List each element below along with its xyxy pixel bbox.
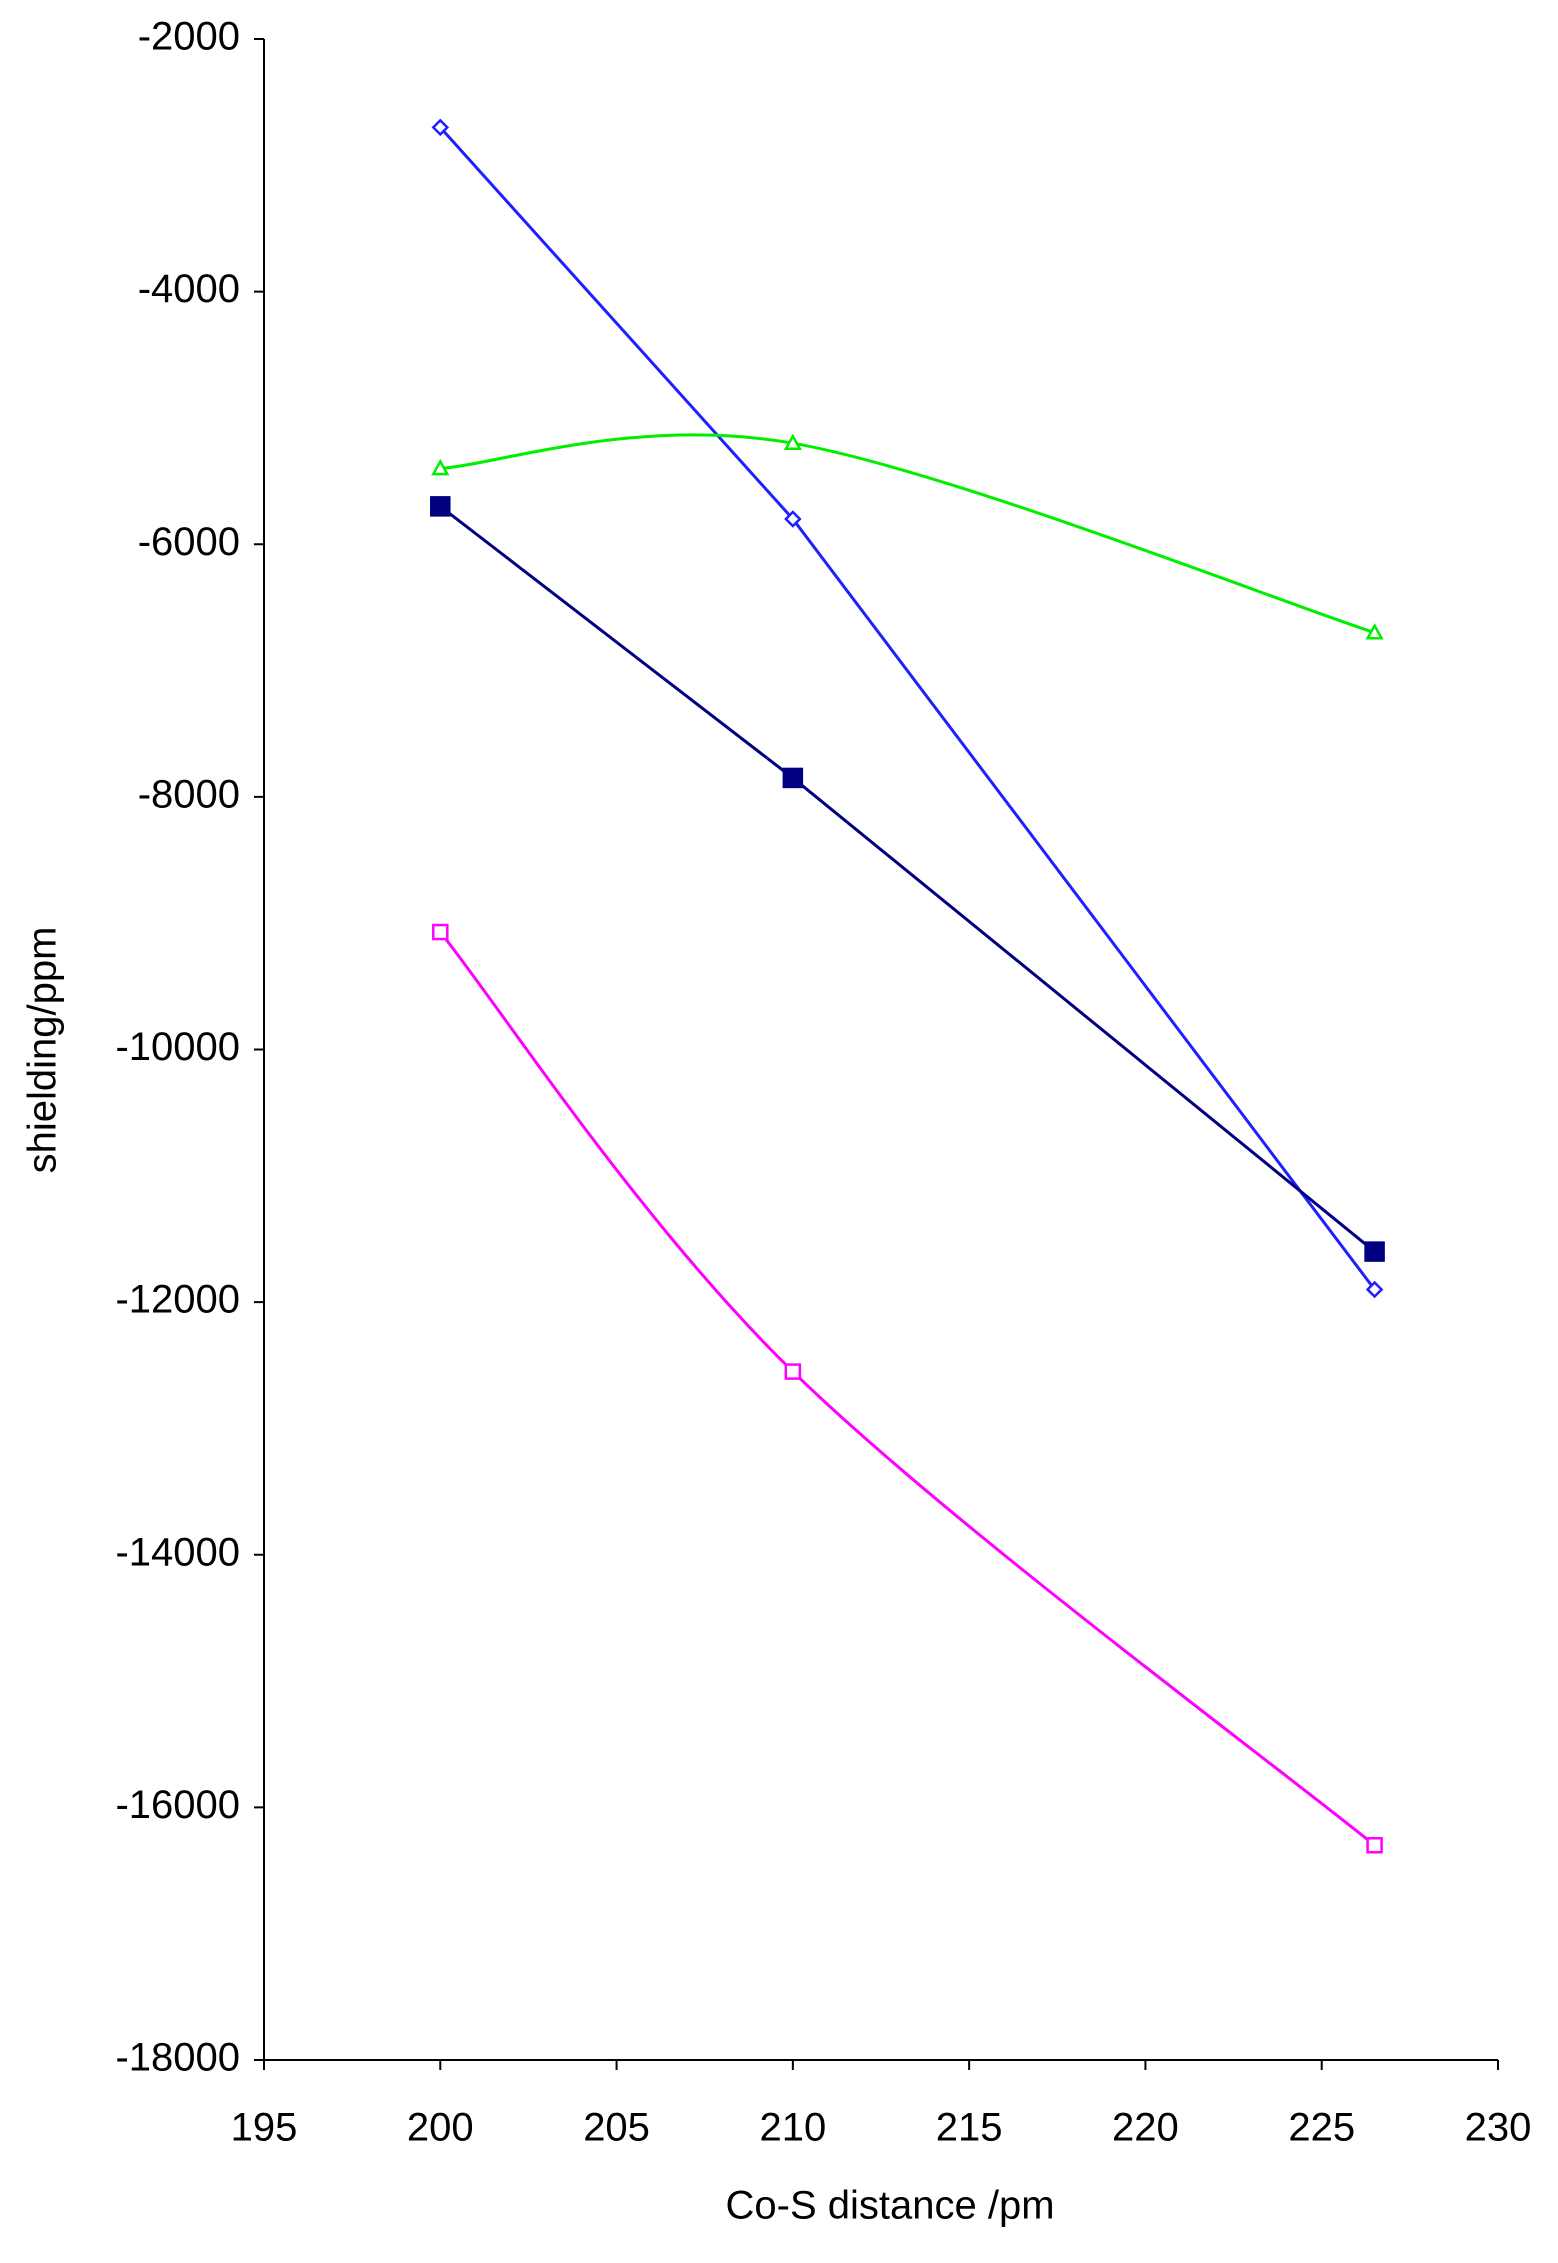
x-tick-label: 220 [1112, 2106, 1179, 2150]
x-axis-label: Co-S distance /pm [725, 2184, 1054, 2228]
marker [782, 767, 804, 789]
x-tick-label: 200 [407, 2106, 474, 2150]
x-tick-label: 230 [1465, 2106, 1532, 2150]
marker [1364, 1241, 1385, 1262]
marker [430, 496, 451, 517]
x-tick-label: 215 [936, 2106, 1003, 2150]
x-tick-label: 195 [231, 2106, 298, 2150]
y-tick-label: -4000 [138, 267, 240, 311]
y-tick-label: -14000 [115, 1530, 240, 1574]
y-tick-label: -18000 [115, 2036, 240, 2080]
y-tick-label: -10000 [115, 1025, 240, 1069]
y-tick-label: -16000 [115, 1783, 240, 1827]
x-tick-label: 205 [583, 2106, 650, 2150]
y-tick-label: -6000 [138, 520, 240, 564]
y-tick-label: -8000 [138, 772, 240, 816]
marker [1365, 1280, 1384, 1299]
marker [1366, 1837, 1383, 1854]
y-tick-label: -12000 [115, 1278, 240, 1322]
x-tick-label: 225 [1288, 2106, 1355, 2150]
series-line [440, 433, 1376, 635]
series-line [439, 505, 1376, 1253]
y-tick-label: -2000 [138, 15, 240, 59]
series-line [439, 126, 1376, 1291]
marker [1365, 623, 1384, 640]
marker [784, 1363, 802, 1380]
marker [432, 923, 449, 941]
series-line [439, 931, 1376, 1847]
marker [431, 118, 450, 137]
marker [431, 458, 450, 476]
x-tick-label: 210 [759, 2106, 826, 2150]
y-axis-label: shielding/ppm [21, 927, 65, 1174]
marker [784, 510, 802, 528]
marker [783, 433, 802, 451]
